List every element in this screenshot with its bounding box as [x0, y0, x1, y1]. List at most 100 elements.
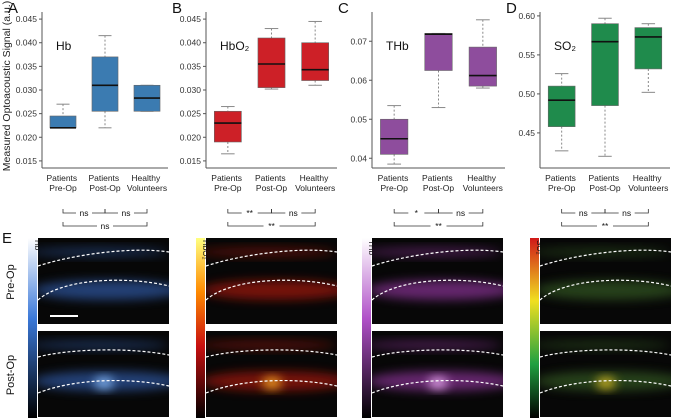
boundary: [540, 249, 671, 267]
significance-label: ns: [80, 208, 89, 218]
y-tick-label: 0.020: [180, 132, 202, 142]
y-tick-label: 0.06: [350, 75, 367, 85]
y-tick-label: 0.55: [518, 50, 535, 60]
significance-label: **: [435, 221, 442, 231]
y-tick-label: 0.015: [180, 156, 202, 166]
box: [257, 37, 286, 88]
x-tick-label: Patients Post-Op: [255, 173, 288, 193]
significance-bracket: [604, 209, 649, 214]
x-tick-label: Patients Post-Op: [88, 173, 121, 193]
x-tick-label: Healthy Volunteers: [295, 173, 335, 193]
x-tick-label: Patients Pre-Op: [545, 173, 578, 193]
image-signal: [38, 247, 168, 257]
y-tick-label: 0.035: [16, 61, 38, 71]
colorbar: [530, 238, 539, 418]
colorbar-label: THb: [367, 240, 376, 256]
image: [38, 331, 169, 417]
box: [91, 56, 119, 112]
y-tick-label: 0.030: [180, 85, 202, 95]
significance-label: **: [246, 208, 253, 218]
boundary: [206, 249, 337, 267]
significance-bracket: [62, 222, 148, 227]
significance-label: **: [602, 221, 609, 231]
x-tick-label: Patients Pre-Op: [211, 173, 244, 193]
panel-letter: A: [8, 0, 18, 17]
boundary: [540, 349, 671, 358]
colorbar-label: Hb: [33, 240, 42, 251]
box: [213, 110, 242, 143]
image: [206, 238, 337, 324]
significance-label: ns: [122, 208, 131, 218]
y-tick-label: 0.040: [16, 38, 38, 48]
image-signal: [372, 247, 502, 257]
significance-label: ns: [579, 208, 588, 218]
image-hotspot: [94, 377, 114, 389]
box: [634, 27, 663, 70]
image-signal: [540, 247, 670, 257]
significance-label: ns: [456, 208, 465, 218]
significance-bracket: [227, 222, 316, 227]
y-tick-label: 0.045: [180, 14, 202, 24]
colorbar: [28, 238, 37, 418]
y-tick-label: 0.05: [350, 114, 367, 124]
image-signal: [540, 340, 670, 350]
image: [206, 331, 337, 417]
boundary: [372, 249, 503, 267]
significance-label: *: [415, 208, 419, 218]
significance-bracket: [393, 222, 484, 227]
boundary: [372, 349, 503, 358]
significance-bracket: [271, 209, 316, 214]
significance-label: ns: [622, 208, 631, 218]
y-tick-label: 0.04: [350, 153, 367, 163]
image-hotspot: [428, 377, 448, 389]
panel-title: SO₂: [554, 39, 576, 53]
y-tick-label: 0.45: [518, 128, 535, 138]
x-tick-label: Patients Pre-Op: [46, 173, 79, 193]
y-tick-label: 0.035: [180, 61, 202, 71]
y-tick-label: 0.60: [518, 11, 535, 21]
boundary: [206, 279, 337, 301]
image-signal: [38, 340, 168, 350]
y-tick-label: 0.07: [350, 36, 367, 46]
significance-label: ns: [289, 208, 298, 218]
y-tick-label: 0.025: [180, 109, 202, 119]
y-tick-label: 0.020: [16, 132, 38, 142]
x-tick-label: Healthy Volunteers: [127, 173, 167, 193]
significance-label: **: [268, 221, 275, 231]
panel-title: THb: [386, 39, 409, 53]
x-tick-label: Patients Post-Op: [422, 173, 455, 193]
box: [49, 115, 77, 129]
panel-letter: C: [338, 0, 349, 17]
box: [468, 46, 497, 87]
x-tick-label: Healthy Volunteers: [463, 173, 503, 193]
image-signal: [206, 340, 336, 350]
boundary: [38, 249, 169, 267]
boundary: [38, 349, 169, 358]
colorbar: [362, 238, 371, 418]
colorbar: [196, 238, 205, 418]
y-axis-label: Measured Optoacoustic Signal (a.u.): [1, 1, 13, 171]
image: [540, 331, 671, 417]
image-signal: [206, 247, 336, 257]
box: [380, 118, 409, 155]
image: [540, 238, 671, 324]
x-tick-label: Patients Pre-Op: [378, 173, 411, 193]
panel-title: Hb: [56, 39, 72, 53]
y-tick-label: 0.040: [180, 38, 202, 48]
significance-bracket: [561, 222, 649, 227]
boundary: [38, 279, 169, 301]
row-label: Post-Op: [5, 355, 17, 395]
box: [301, 42, 330, 81]
image: [372, 331, 503, 417]
box: [591, 23, 619, 106]
boundary: [540, 279, 671, 301]
y-tick-label: 0.015: [16, 156, 38, 166]
image-hotspot: [596, 377, 616, 389]
boundary: [206, 349, 337, 358]
panel-letter: D: [506, 0, 517, 17]
panel-letter: B: [172, 0, 182, 17]
image-hotspot: [262, 377, 282, 389]
panel-letter: E: [2, 230, 12, 247]
boundary: [372, 279, 503, 301]
